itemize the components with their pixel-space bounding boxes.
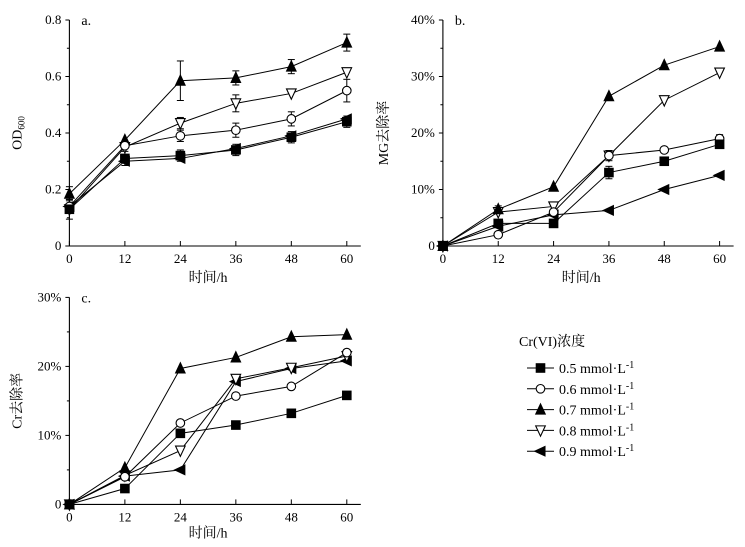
svg-text:0: 0 (66, 251, 73, 266)
svg-text:0.7 mmol·L-1: 0.7 mmol·L-1 (559, 402, 634, 419)
svg-text:40%: 40% (411, 12, 435, 27)
svg-text:48: 48 (285, 251, 298, 266)
svg-text:10%: 10% (38, 427, 62, 442)
svg-text:30%: 30% (411, 69, 435, 84)
svg-text:48: 48 (285, 509, 298, 524)
svg-text:24: 24 (174, 251, 188, 266)
svg-text:24: 24 (547, 251, 561, 266)
svg-text:0.5 mmol·L-1: 0.5 mmol·L-1 (559, 360, 634, 377)
svg-text:0: 0 (55, 238, 62, 253)
svg-text:20%: 20% (411, 125, 435, 140)
svg-text:0.6 mmol·L-1: 0.6 mmol·L-1 (559, 381, 634, 398)
svg-text:b.: b. (455, 14, 466, 29)
svg-text:12: 12 (118, 509, 131, 524)
svg-text:MG去除率: MG去除率 (375, 101, 392, 166)
svg-text:0.4: 0.4 (45, 125, 62, 140)
svg-text:36: 36 (229, 509, 243, 524)
svg-text:60: 60 (340, 251, 353, 266)
svg-text:0.2: 0.2 (45, 182, 61, 197)
svg-text:时间/h: 时间/h (189, 525, 228, 541)
svg-text:12: 12 (118, 251, 131, 266)
svg-text:0.9 mmol·L-1: 0.9 mmol·L-1 (559, 443, 634, 460)
svg-text:60: 60 (340, 509, 353, 524)
svg-text:20%: 20% (38, 358, 62, 373)
svg-text:Cr去除率: Cr去除率 (8, 373, 25, 429)
svg-text:0: 0 (66, 509, 73, 524)
svg-text:0.6: 0.6 (45, 69, 62, 84)
svg-text:36: 36 (229, 251, 243, 266)
svg-text:时间/h: 时间/h (189, 270, 228, 286)
svg-text:10%: 10% (411, 182, 435, 197)
svg-text:a.: a. (81, 14, 91, 29)
svg-text:c.: c. (81, 291, 91, 306)
svg-text:30%: 30% (38, 289, 62, 304)
svg-text:0: 0 (55, 496, 62, 511)
svg-text:0: 0 (440, 251, 447, 266)
svg-text:0.8: 0.8 (45, 12, 61, 27)
svg-text:12: 12 (492, 251, 505, 266)
svg-text:0.8 mmol·L-1: 0.8 mmol·L-1 (559, 422, 634, 439)
svg-text:36: 36 (602, 251, 616, 266)
svg-text:时间/h: 时间/h (562, 270, 601, 286)
svg-text:Cr(VI)浓度: Cr(VI)浓度 (519, 333, 585, 350)
svg-text:24: 24 (174, 509, 188, 524)
svg-text:60: 60 (713, 251, 726, 266)
svg-text:48: 48 (658, 251, 671, 266)
svg-text:0: 0 (428, 238, 435, 253)
